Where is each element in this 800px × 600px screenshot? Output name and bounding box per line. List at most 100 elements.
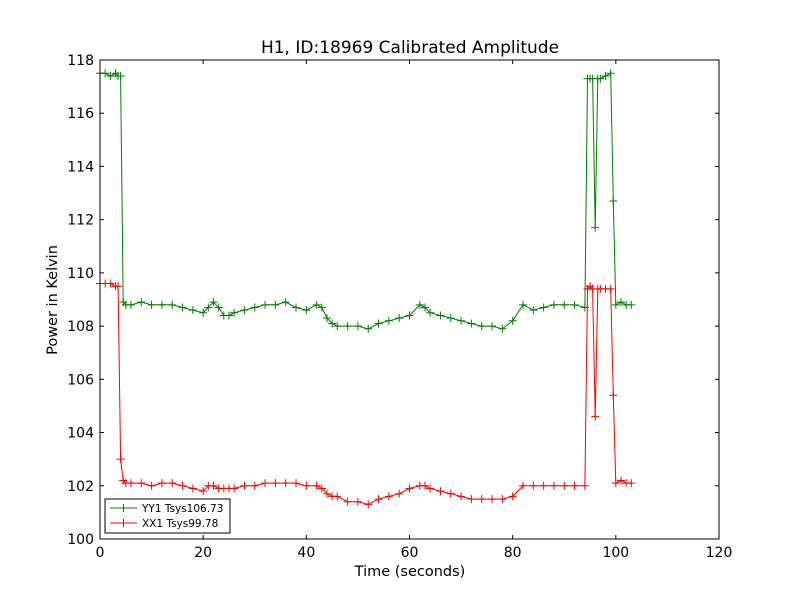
x-tick-label: 60 [401, 545, 419, 561]
plot-area [96, 59, 720, 540]
data-point [302, 481, 311, 490]
data-point [616, 476, 625, 485]
data-point [611, 300, 620, 309]
data-point [322, 489, 331, 498]
y-tick-label: 116 [67, 106, 94, 122]
data-point [209, 481, 218, 490]
data-point [498, 495, 507, 504]
data-point [333, 322, 342, 331]
legend-marker [119, 504, 128, 512]
data-point [384, 492, 393, 501]
data-point [508, 316, 517, 325]
data-point [106, 279, 115, 288]
data-point [106, 71, 115, 80]
series-0 [96, 69, 636, 333]
y-tick-label: 108 [67, 319, 94, 335]
data-point [467, 319, 476, 328]
data-point [353, 322, 362, 331]
data-point [570, 300, 579, 309]
data-point [477, 495, 486, 504]
data-point [580, 481, 589, 490]
data-point [436, 311, 445, 320]
data-point [209, 298, 218, 307]
data-point [240, 306, 249, 315]
data-point [188, 484, 197, 493]
data-point [426, 308, 435, 317]
data-point [137, 298, 146, 307]
data-point [529, 481, 538, 490]
data-point [281, 479, 290, 488]
data-point [405, 484, 414, 493]
legend-entry: YY1 Tsys106.73 [110, 503, 223, 515]
data-point [317, 303, 326, 312]
data-point [302, 306, 311, 315]
y-axis-label: Power in Kelvin [45, 245, 61, 355]
data-point [539, 481, 548, 490]
data-point [353, 497, 362, 506]
data-point [312, 481, 321, 490]
x-axis: 0 20 40 60 80 100 120 [96, 60, 733, 561]
data-point [292, 479, 301, 488]
data-point [395, 489, 404, 498]
data-point [157, 479, 166, 488]
data-point [591, 223, 600, 232]
data-point [627, 300, 636, 309]
data-point [374, 319, 383, 328]
data-point [529, 306, 538, 315]
x-tick-label: 0 [96, 545, 105, 561]
data-point [518, 300, 527, 309]
data-point [271, 300, 280, 309]
data-point [168, 300, 177, 309]
data-point [178, 481, 187, 490]
data-point [611, 479, 620, 488]
data-point [477, 322, 486, 331]
data-point [395, 314, 404, 323]
data-point [322, 314, 331, 323]
series-1 [96, 279, 636, 509]
data-point [364, 324, 373, 333]
data-point [549, 300, 558, 309]
x-axis-label: Time (seconds) [354, 564, 466, 580]
data-point [415, 300, 424, 309]
data-point [549, 481, 558, 490]
data-point [261, 479, 270, 488]
data-point [436, 487, 445, 496]
data-point [488, 495, 497, 504]
data-point [126, 300, 135, 309]
data-point [609, 197, 618, 206]
data-point [420, 481, 429, 490]
data-point [137, 479, 146, 488]
data-point [364, 500, 373, 509]
data-point [601, 71, 610, 80]
data-point [214, 303, 223, 312]
legend-label: XX1 Tsys99.78 [142, 518, 218, 530]
data-point [204, 303, 213, 312]
data-point [157, 300, 166, 309]
chart-title: H1, ID:18969 Calibrated Amplitude [261, 38, 559, 58]
data-point [457, 316, 466, 325]
data-point [343, 322, 352, 331]
data-point [426, 484, 435, 493]
data-point [292, 303, 301, 312]
y-tick-label: 100 [67, 532, 94, 548]
y-tick-label: 102 [67, 479, 94, 495]
data-point [261, 300, 270, 309]
data-point [374, 495, 383, 504]
data-point [317, 484, 326, 493]
data-point [271, 479, 280, 488]
data-point [333, 492, 342, 501]
legend-entry: XX1 Tsys99.78 [110, 518, 218, 530]
data-point [147, 300, 156, 309]
x-tick-label: 120 [706, 545, 733, 561]
data-point [224, 311, 233, 320]
y-tick-label: 104 [67, 426, 94, 442]
data-point [488, 322, 497, 331]
data-point [101, 69, 110, 78]
y-tick-label: 110 [67, 266, 94, 282]
data-point [116, 71, 125, 80]
data-point [328, 319, 337, 328]
data-point [230, 308, 239, 317]
data-point [609, 391, 618, 400]
data-point [168, 479, 177, 488]
